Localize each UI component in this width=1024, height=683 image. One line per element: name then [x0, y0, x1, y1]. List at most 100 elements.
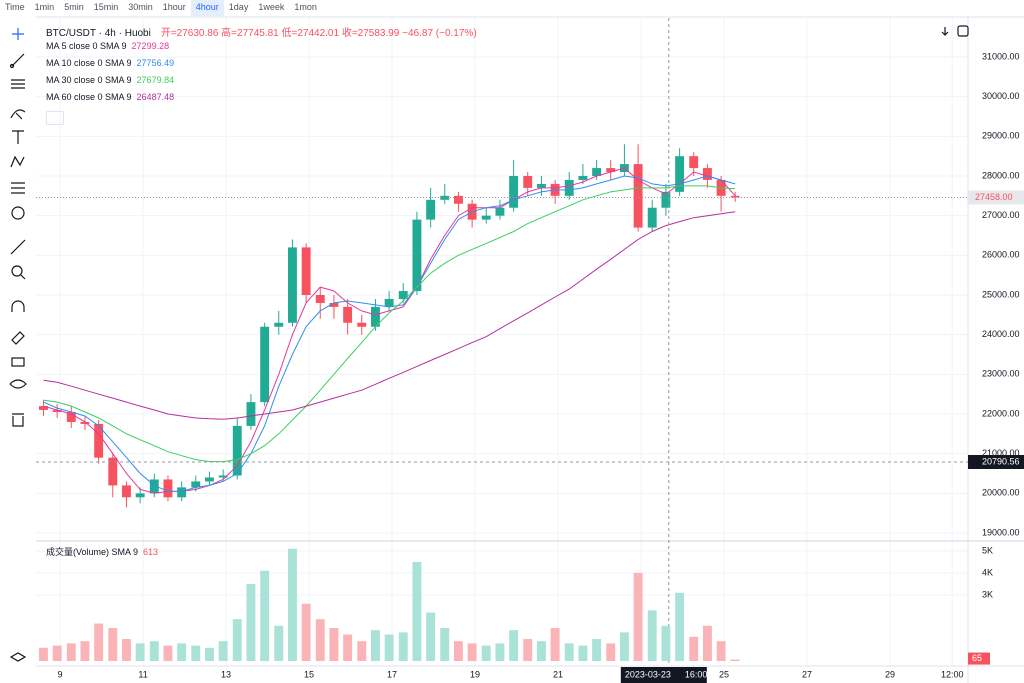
candle-body	[730, 195, 740, 198]
candle-body	[66, 412, 76, 422]
volume-bar	[384, 634, 394, 661]
last-volume-label: 65	[972, 653, 982, 663]
x-tick-label: 11	[138, 669, 147, 679]
volume-bar	[80, 641, 90, 661]
interval-button[interactable]: 30min	[128, 2, 153, 12]
volume-bar	[370, 630, 380, 661]
volume-legend: 成交量(Volume) SMA 9 613	[46, 545, 158, 558]
candle-body	[370, 306, 380, 327]
legend-entry: MA 5 close 0 SMA 9 27299.28	[46, 41, 477, 58]
candle-body	[357, 322, 367, 327]
y-tick-label: 26000.00	[982, 250, 1020, 260]
last-volume-tag	[968, 652, 990, 665]
volume-bar	[66, 643, 76, 661]
x-tick-label: 27	[802, 669, 812, 679]
y-tick-label: 30000.00	[982, 91, 1020, 101]
interval-button[interactable]: 1min	[34, 2, 55, 12]
candle-body	[149, 479, 159, 494]
candle-body	[315, 295, 325, 303]
volume-bar	[246, 583, 256, 661]
volume-bar	[218, 641, 228, 661]
y-tick-label: 25000.00	[982, 289, 1020, 299]
volume-bar	[39, 647, 48, 661]
candle-body	[177, 487, 187, 498]
last-price-label: 27458.00	[975, 192, 1013, 202]
x-tick-label: 21	[553, 669, 563, 679]
volume-bar	[301, 603, 311, 661]
candle-body	[191, 481, 201, 488]
y-tick-label: 19000.00	[982, 527, 1020, 537]
candle-body	[135, 493, 145, 498]
candle-body	[578, 176, 588, 180]
volume-bar	[343, 634, 353, 661]
collapse-button[interactable]	[46, 111, 64, 125]
interval-button[interactable]: 5min	[64, 2, 84, 12]
y-tick-label: 31000.00	[982, 51, 1020, 61]
volume-bar	[205, 647, 214, 661]
crosshair-price-tag	[968, 454, 1024, 469]
volume-bar	[274, 625, 284, 661]
candle-body	[564, 179, 574, 196]
legend-value: 26487.48	[136, 92, 175, 102]
interval-button[interactable]: 1hour	[162, 2, 186, 12]
legend-name: MA 5 close 0 SMA 9	[46, 41, 127, 51]
volume-bar	[716, 641, 726, 661]
volume-bar	[592, 638, 602, 661]
candle-body	[80, 421, 90, 424]
volume-title: 成交量(Volume) SMA 9	[46, 547, 139, 557]
candle-body	[94, 423, 104, 458]
x-tick-label: 17	[387, 669, 397, 679]
legend-name: MA 60 close 0 SMA 9	[46, 92, 132, 102]
legend-entry: MA 60 close 0 SMA 9 26487.48	[46, 92, 477, 109]
volume-sma-value: 613	[143, 547, 159, 557]
volume-bar	[108, 627, 118, 661]
candle-body	[536, 183, 546, 188]
candle-body	[606, 168, 616, 173]
interval-button[interactable]: 1mon	[294, 2, 317, 12]
candle-body	[412, 219, 422, 292]
candle-body	[122, 485, 131, 498]
interval-toolbar: Time 1min 5min 15min 30min 1hour 4hour 1day 1wee…	[0, 0, 322, 16]
y-tick-label: 5K	[982, 545, 993, 555]
interval-button[interactable]: Time	[5, 2, 25, 12]
volume-bar	[619, 632, 629, 661]
volume-bar	[495, 643, 505, 661]
volume-bar	[661, 625, 671, 661]
interval-button[interactable]: 15min	[93, 2, 119, 12]
interval-button[interactable]: 1week	[258, 2, 285, 12]
candle-body	[39, 406, 48, 411]
volume-bar	[122, 638, 131, 661]
candle-body	[287, 247, 297, 323]
y-tick-label: 24000.00	[982, 329, 1020, 339]
volume-bar	[398, 632, 408, 661]
legend-entry: MA 30 close 0 SMA 9 27679.84	[46, 75, 477, 92]
volume-bar	[135, 643, 145, 661]
interval-button[interactable]: 1day	[228, 2, 249, 12]
volume-bar	[177, 643, 187, 661]
volume-bar	[523, 638, 533, 661]
volume-bar	[606, 643, 616, 661]
grid	[36, 18, 968, 666]
side-toolbar[interactable]	[9, 25, 969, 662]
candle-body	[453, 195, 463, 204]
legend-value: 27756.49	[136, 58, 175, 68]
candle-body	[481, 215, 491, 220]
crosshair-time: 16:00	[685, 669, 708, 679]
volume-bar	[260, 570, 270, 661]
candle-body	[661, 191, 671, 208]
interval-button[interactable]: 4hour	[190, 0, 224, 16]
y-tick-label: 28000.00	[982, 170, 1020, 180]
candle-body	[509, 176, 519, 208]
volume-bar	[52, 645, 62, 661]
y-tick-label: 3K	[982, 589, 993, 599]
legend-name: MA 10 close 0 SMA 9	[46, 58, 132, 68]
candle-body	[689, 156, 699, 169]
crosshair-price-label: 20790.56	[982, 456, 1020, 466]
ma-line	[43, 185, 736, 463]
volume-bar	[412, 561, 422, 661]
candle-body	[343, 306, 353, 323]
volume-bar	[315, 619, 325, 661]
x-tick-label: 13	[221, 669, 231, 679]
legend-entry: MA 10 close 0 SMA 9 27756.49	[46, 58, 477, 75]
